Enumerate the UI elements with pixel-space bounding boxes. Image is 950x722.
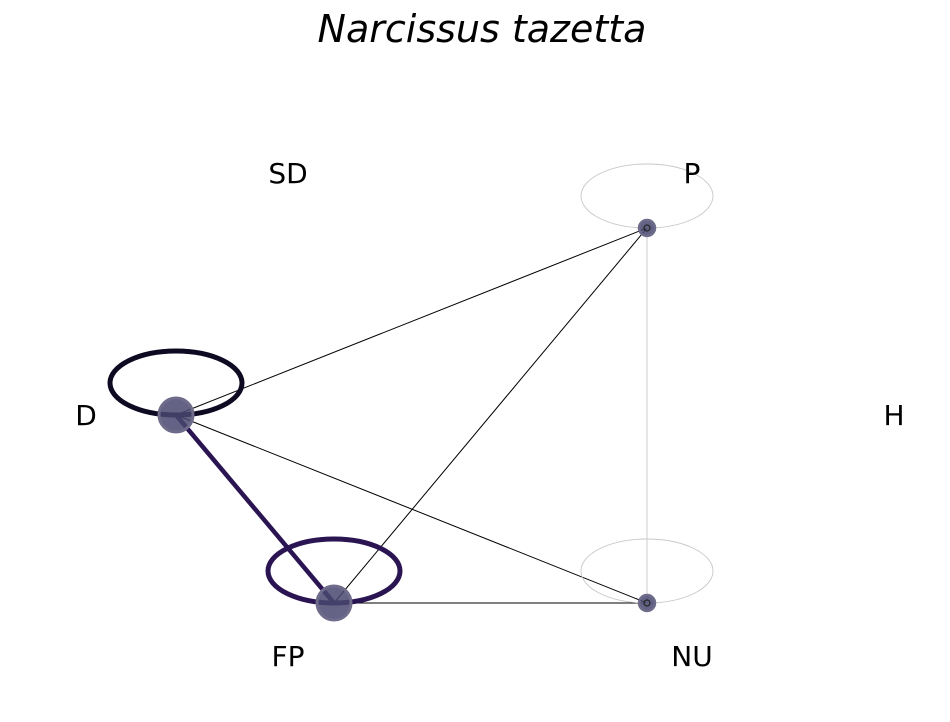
edge-d-p — [175, 227, 648, 416]
node-layer — [157, 218, 657, 622]
edge-d-nu — [175, 414, 648, 604]
node-label-nu: NU — [671, 640, 712, 673]
node-p — [637, 218, 657, 238]
edge-d-fp — [173, 412, 337, 606]
edge-fp-p — [333, 227, 648, 604]
node-label-h: H — [883, 399, 904, 432]
node-label-fp: FP — [272, 640, 305, 673]
node-label-p: P — [684, 157, 701, 190]
edge-layer — [173, 227, 648, 606]
diagram-title: Narcissus tazetta — [318, 7, 647, 51]
self-loop-layer — [107, 163, 714, 606]
node-core-p — [643, 224, 651, 232]
node-d — [157, 396, 195, 434]
node-fp — [315, 584, 353, 622]
node-label-sd: SD — [268, 157, 307, 190]
node-core-nu — [643, 599, 651, 607]
node-nu — [637, 593, 657, 613]
node-label-d: D — [75, 399, 97, 432]
